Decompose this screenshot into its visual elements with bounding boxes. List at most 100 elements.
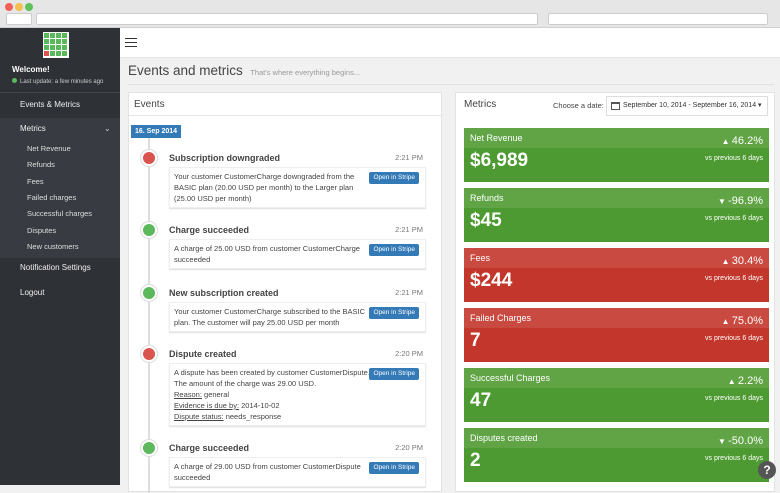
metrics-group	[0, 118, 120, 258]
card-change: ▼ -96.9%	[718, 195, 763, 207]
event-title: Subscription downgraded	[169, 153, 281, 163]
search-bar[interactable]	[548, 13, 768, 25]
detail-value: 2014-10-02	[241, 401, 280, 410]
sidebar: Welcome! Last update: a few minutes ago …	[0, 28, 120, 485]
detail-row: Dispute status: needs_response	[174, 411, 421, 422]
logo-cell	[50, 51, 55, 56]
logo-cell	[62, 39, 67, 44]
events-panel: Events 16. Sep 2014 Subscription downgra…	[128, 92, 442, 493]
event-icon	[141, 222, 157, 238]
calendar-icon	[611, 102, 620, 110]
trend-arrow: ▲	[727, 377, 738, 386]
date-picker[interactable]: September 10, 2014 - September 16, 2014 …	[606, 96, 768, 116]
trend-arrow: ▲	[721, 317, 732, 326]
metrics-panel: Metrics Choose a date: September 10, 201…	[455, 92, 775, 492]
open-button[interactable]: Open in Stripe	[369, 462, 419, 474]
open-button[interactable]: Open in Stripe	[369, 368, 419, 380]
event-box: A charge of 29.00 USD from customer Cust…	[169, 457, 426, 487]
nav-sub[interactable]: Refunds	[27, 160, 55, 170]
page-title: Events and metrics	[128, 63, 243, 78]
card-change: ▼ -50.0%	[718, 435, 763, 447]
close-dot[interactable]	[5, 3, 13, 11]
card-change: ▲ 46.2%	[722, 135, 763, 147]
divider	[129, 115, 441, 116]
event-text: A dispute has been created by customer C…	[174, 368, 370, 388]
detail-row: Evidence is due by: 2014-10-02	[174, 400, 421, 411]
metric-card: Failed Charges 7 ▲ 75.0% vs previous 6 days	[464, 308, 769, 362]
nav-buttons[interactable]	[6, 13, 32, 25]
card-value: $6,989	[470, 150, 529, 171]
event-text: Your customer CustomerCharge subscribed …	[174, 307, 366, 327]
page-subtitle: That's where everything begins...	[250, 68, 361, 77]
card-value: 7	[470, 330, 481, 351]
welcome: Welcome!	[12, 65, 50, 74]
nav-sub[interactable]: Successful charges	[27, 209, 93, 219]
card-change: ▲ 30.4%	[722, 255, 763, 267]
nav-sub[interactable]: Failed charges	[27, 192, 77, 202]
card-name: Fees	[470, 253, 491, 263]
nav-sub[interactable]: Disputes	[27, 225, 57, 235]
nav-sub[interactable]: New customers	[27, 241, 79, 251]
change-value: 30.4%	[731, 255, 763, 267]
max-dot[interactable]	[25, 3, 33, 11]
event-text: A charge of 29.00 USD from customer Cust…	[174, 462, 361, 482]
trend-arrow: ▲	[721, 137, 732, 146]
card-name: Failed Charges	[470, 313, 532, 323]
detail-row: Reason: general	[174, 389, 421, 400]
card-compare: vs previous 6 days	[705, 335, 763, 342]
nav-events[interactable]: Events & Metrics	[20, 100, 81, 109]
metric-card: Refunds $45 ▼ -96.9% vs previous 6 days	[464, 188, 769, 242]
logo-cell	[62, 45, 67, 50]
event-box: A dispute has been created by customer C…	[169, 363, 426, 426]
open-button[interactable]: Open in Stripe	[369, 244, 419, 256]
card-change: ▲ 2.2%	[728, 375, 763, 387]
logo-cell	[56, 39, 61, 44]
page-heading: Events and metrics That's where everythi…	[128, 62, 360, 80]
event-text: Your customer CustomerCharge downgraded …	[174, 172, 355, 203]
logo-cell	[44, 39, 49, 44]
divider	[128, 84, 774, 85]
nav-metrics[interactable]: Metrics	[20, 124, 46, 133]
event-box: A charge of 25.00 USD from customer Cust…	[169, 239, 426, 269]
min-dot[interactable]	[15, 3, 23, 11]
change-value: 75.0%	[731, 315, 763, 327]
date-range: September 10, 2014 - September 16, 2014	[623, 102, 757, 109]
metric-card: Fees $244 ▲ 30.4% vs previous 6 days	[464, 248, 769, 302]
event-time: 2:20 PM	[395, 349, 423, 358]
nav-sub[interactable]: Fees	[27, 176, 44, 186]
change-value: 2.2%	[737, 375, 763, 387]
event-icon	[141, 440, 157, 456]
card-compare: vs previous 6 days	[705, 215, 763, 222]
nav-item[interactable]: Notification Settings	[20, 263, 91, 272]
open-button[interactable]: Open in Stripe	[369, 307, 419, 319]
nav-item[interactable]: Logout	[20, 288, 45, 297]
card-header	[464, 248, 769, 268]
nav-sub[interactable]: Net Revenue	[27, 144, 71, 153]
card-value: $244	[470, 270, 513, 291]
event-icon	[141, 150, 157, 166]
card-header	[464, 128, 769, 148]
events-title: Events	[134, 99, 165, 110]
date-badge: 16. Sep 2014	[131, 125, 182, 138]
card-header	[464, 368, 769, 388]
event-time: 2:21 PM	[395, 153, 423, 162]
detail-label: Dispute status:	[174, 412, 224, 421]
logo-cell	[56, 51, 61, 56]
address-bar[interactable]	[36, 13, 538, 25]
logo-cell	[50, 45, 55, 50]
help-button[interactable]: ?	[758, 461, 776, 479]
event-box: Your customer CustomerCharge subscribed …	[169, 302, 426, 332]
event-time: 2:21 PM	[395, 288, 423, 297]
event-text: A charge of 25.00 USD from customer Cust…	[174, 244, 360, 264]
metric-card: Successful Charges 47 ▲ 2.2% vs previous 6 …	[464, 368, 769, 422]
chevron: ⌄	[104, 124, 111, 133]
menu-button[interactable]	[125, 38, 137, 47]
card-name: Refunds	[470, 193, 504, 203]
card-header	[464, 428, 769, 448]
open-button[interactable]: Open in Stripe	[369, 172, 419, 184]
card-header	[464, 308, 769, 328]
logo	[43, 32, 69, 58]
topbar	[120, 28, 780, 58]
event-icon	[141, 285, 157, 301]
